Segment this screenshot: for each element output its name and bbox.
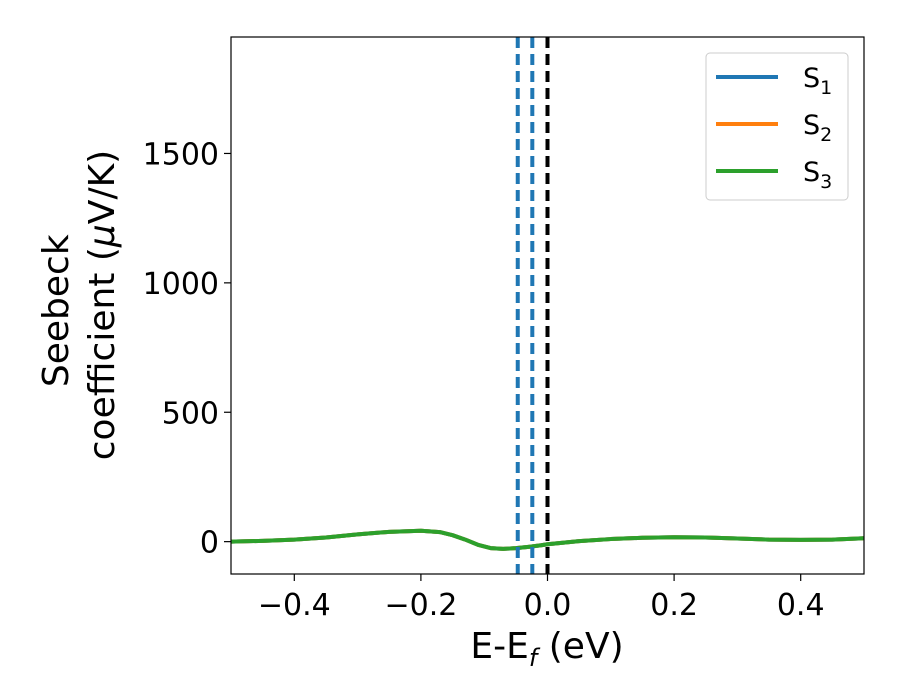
x-tick-label: 0.0 <box>524 588 572 623</box>
x-axis: −0.4 −0.2 0.0 0.2 0.4 <box>258 574 825 623</box>
y-axis: 0 500 1000 1500 <box>143 137 231 561</box>
legend-label-s2: S2 <box>803 110 832 146</box>
y-axis-label-line2: coefficient (μV/K) <box>82 150 123 460</box>
x-tick-label: 0.2 <box>650 588 698 623</box>
x-tick-label: 0.4 <box>777 588 825 623</box>
x-tick-label: −0.4 <box>258 588 331 623</box>
y-tick-label: 0 <box>200 526 219 561</box>
y-tick-label: 500 <box>162 396 219 431</box>
y-tick-label: 1000 <box>143 267 219 302</box>
x-tick-label: −0.2 <box>384 588 457 623</box>
legend-box <box>705 52 849 201</box>
legend-label-s1: S1 <box>803 63 832 99</box>
legend: S1 S2 S3 <box>705 52 849 201</box>
plot-area <box>231 37 864 574</box>
legend-label-s3: S3 <box>803 157 832 193</box>
y-axis-label: Seebeck coefficient (μV/K) <box>36 150 123 460</box>
y-axis-label-line1: Seebeck <box>36 234 77 387</box>
y-tick-label: 1500 <box>143 137 219 172</box>
x-axis-label: E-Ef (eV) <box>470 626 623 672</box>
